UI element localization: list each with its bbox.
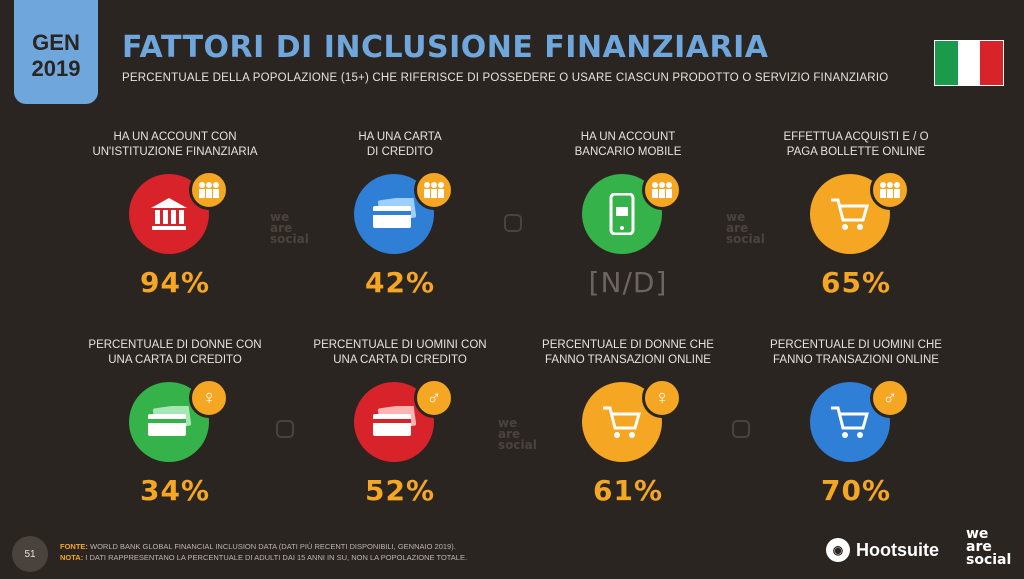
stat-label: PERCENTUALE DI DONNE CHE FANNO TRANSAZIO…: [542, 339, 714, 366]
hootsuite-logo: ◉ Hootsuite: [826, 538, 939, 562]
watermark-line: social: [726, 232, 765, 246]
watermark-line: are: [726, 221, 749, 235]
stat-value: 42%: [364, 266, 436, 299]
watermark-line: we: [270, 210, 290, 224]
flag-stripe-red: [980, 41, 1004, 85]
stat-label: PERCENTUALE DI DONNE CON UNA CARTA DI CR…: [88, 339, 262, 366]
stat-icon-group: ♀: [115, 378, 235, 468]
italy-flag-icon: [934, 40, 1004, 86]
female-icon: ♀: [642, 378, 682, 418]
we-are-social-logo: we are social: [966, 526, 1012, 568]
was-line: social: [966, 552, 1012, 568]
watermark-we-are-social: we are social: [498, 416, 537, 452]
stat-label: HA UN ACCOUNT BANCARIO MOBILE: [574, 131, 682, 158]
stat-icon-group: ♀: [568, 378, 688, 468]
stat-value: 65%: [820, 266, 892, 299]
stat-icon-group: ♂: [796, 378, 916, 468]
note-text: I DATI RAPPRESENTANO LA PERCENTUALE DI A…: [85, 553, 468, 562]
watermark-line: social: [498, 438, 537, 452]
stat-value: 94%: [139, 266, 211, 299]
people-icon: [189, 170, 229, 210]
people-icon: [414, 170, 454, 210]
stat-online-purchases: EFFETTUA ACQUISTI E / O PAGA BOLLETTE ON…: [746, 130, 966, 299]
stat-label: HA UN ACCOUNT CON UN'ISTITUZIONE FINANZI…: [92, 131, 258, 158]
watermark-we-are-social: we are social: [726, 210, 765, 246]
female-icon: ♀: [189, 378, 229, 418]
flag-stripe-green: [935, 41, 958, 85]
stat-icon-group: [340, 170, 460, 260]
people-icon: [642, 170, 682, 210]
owl-watermark-icon: [732, 420, 750, 438]
flag-stripe-white: [957, 41, 981, 85]
people-icon: [870, 170, 910, 210]
watermark-line: are: [270, 221, 293, 235]
stat-women-credit-card: PERCENTUALE DI DONNE CON UNA CARTA DI CR…: [65, 338, 285, 507]
stat-label: EFFETTUA ACQUISTI E / O PAGA BOLLETTE ON…: [783, 131, 929, 158]
stat-men-online: PERCENTUALE DI UOMINI CHE FANNO TRANSAZI…: [746, 338, 966, 507]
watermark-line: we: [726, 210, 746, 224]
stat-women-online: PERCENTUALE DI DONNE CHE FANNO TRANSAZIO…: [518, 338, 738, 507]
owl-watermark-icon: [504, 214, 522, 232]
date-month: GEN: [32, 30, 80, 55]
watermark-line: are: [498, 427, 521, 441]
date-year: 2019: [31, 56, 81, 81]
stat-financial-account: HA UN ACCOUNT CON UN'ISTITUZIONE FINANZI…: [65, 130, 285, 299]
stat-value: 52%: [364, 474, 436, 507]
credit-card-icon: [129, 382, 209, 462]
date-tab: GEN 2019: [14, 0, 98, 104]
watermark-line: we: [498, 416, 518, 430]
note-label: NOTA:: [60, 553, 84, 562]
stat-icon-group: [115, 170, 235, 260]
footer-note: NOTA: I DATI RAPPRESENTANO LA PERCENTUAL…: [60, 552, 467, 563]
footer-notes: FONTE: WORLD BANK GLOBAL FINANCIAL INCLU…: [60, 541, 467, 563]
stat-credit-card: HA UNA CARTA DI CREDITO 42%: [290, 130, 510, 299]
footer-source: FONTE: WORLD BANK GLOBAL FINANCIAL INCLU…: [60, 541, 467, 552]
source-text: WORLD BANK GLOBAL FINANCIAL INCLUSION DA…: [90, 542, 456, 551]
was-line: are: [966, 539, 992, 555]
hootsuite-wordmark: Hootsuite: [856, 539, 939, 560]
stat-value: 34%: [139, 474, 211, 507]
stat-value: 70%: [820, 474, 892, 507]
stat-label: HA UNA CARTA DI CREDITO: [358, 131, 442, 158]
male-icon: ♂: [414, 378, 454, 418]
stat-label: PERCENTUALE DI UOMINI CON UNA CARTA DI C…: [313, 339, 487, 366]
owl-icon: ◉: [826, 538, 850, 562]
page-number: 51: [12, 536, 48, 572]
page-subtitle: PERCENTUALE DELLA POPOLAZIONE (15+) CHE …: [122, 72, 889, 84]
stat-value: 61%: [592, 474, 664, 507]
was-line: we: [966, 526, 989, 542]
watermark-we-are-social: we are social: [270, 210, 309, 246]
owl-watermark-icon: [276, 420, 294, 438]
stat-icon-group: [568, 170, 688, 260]
page-title: FATTORI DI INCLUSIONE FINANZIARIA: [122, 30, 769, 65]
stat-icon-group: [796, 170, 916, 260]
male-icon: ♂: [870, 378, 910, 418]
watermark-line: social: [270, 232, 309, 246]
stat-men-credit-card: PERCENTUALE DI UOMINI CON UNA CARTA DI C…: [290, 338, 510, 507]
stat-mobile-banking: HA UN ACCOUNT BANCARIO MOBILE [N/D]: [518, 130, 738, 299]
stat-icon-group: ♂: [340, 378, 460, 468]
source-label: FONTE:: [60, 542, 88, 551]
stat-label: PERCENTUALE DI UOMINI CHE FANNO TRANSAZI…: [770, 339, 942, 366]
shopping-cart-icon: [810, 382, 890, 462]
stat-value: [N/D]: [588, 266, 668, 299]
